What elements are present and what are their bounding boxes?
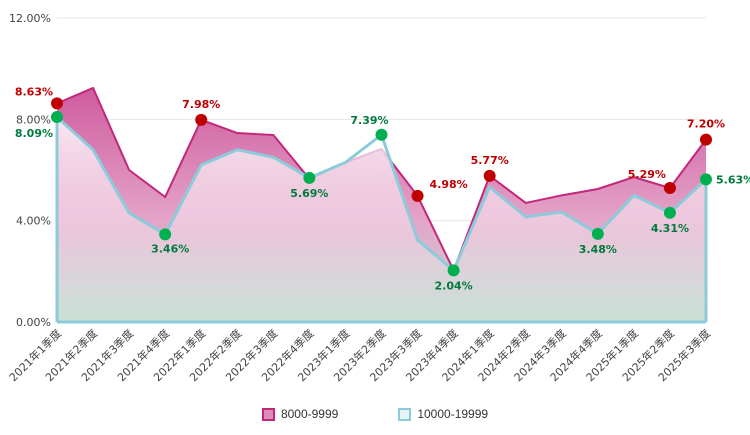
legend-swatch-icon xyxy=(398,407,412,421)
data-label: 5.69% xyxy=(290,187,328,200)
data-point-marker xyxy=(303,171,316,184)
y-tick-label: 0.00% xyxy=(16,316,51,329)
data-point-marker xyxy=(483,169,496,182)
data-label: 5.29% xyxy=(628,168,666,181)
y-tick-label: 12.00% xyxy=(9,12,51,25)
data-label: 8.63% xyxy=(15,85,53,98)
data-point-marker xyxy=(447,264,460,277)
data-label: 5.77% xyxy=(471,154,509,167)
data-point-marker xyxy=(411,189,424,202)
data-label: 7.20% xyxy=(687,118,725,131)
data-label: 3.46% xyxy=(151,242,189,255)
data-label: 5.63% xyxy=(716,173,750,186)
data-point-marker xyxy=(195,113,208,126)
area-chart: 0.00% 4.00% 8.00% 12.00% 8.63% 7.98% 4.98%5.7… xyxy=(6,12,750,384)
data-point-marker xyxy=(51,111,63,124)
data-point-marker xyxy=(700,133,712,146)
data-label: 8.09% xyxy=(15,127,53,140)
y-tick-label: 4.00% xyxy=(16,215,51,228)
data-label: 4.98% xyxy=(430,178,468,191)
data-point-marker xyxy=(375,128,388,141)
data-point-marker xyxy=(591,227,604,240)
data-point-marker xyxy=(663,181,676,194)
data-point-marker xyxy=(159,228,172,241)
legend-label: 10000-19999 xyxy=(417,407,489,421)
data-label: 2.04% xyxy=(435,279,473,292)
data-point-marker xyxy=(663,206,676,219)
legend-label: 8000-9999 xyxy=(280,407,339,421)
data-label: 3.48% xyxy=(579,243,617,256)
data-point-marker xyxy=(700,173,712,186)
data-label: 4.31% xyxy=(651,222,689,235)
legend: 8000-9999 10000-19999 xyxy=(0,407,750,421)
data-label: 7.39% xyxy=(350,114,388,127)
legend-swatch-icon xyxy=(261,407,275,421)
series-area-1 xyxy=(57,117,706,322)
legend-item-8000-9999[interactable]: 8000-9999 xyxy=(261,407,339,421)
y-tick-label: 8.00% xyxy=(16,113,51,126)
legend-item-10000-19999[interactable]: 10000-19999 xyxy=(398,407,488,421)
data-label: 7.98% xyxy=(182,98,220,111)
data-point-marker xyxy=(51,97,63,110)
